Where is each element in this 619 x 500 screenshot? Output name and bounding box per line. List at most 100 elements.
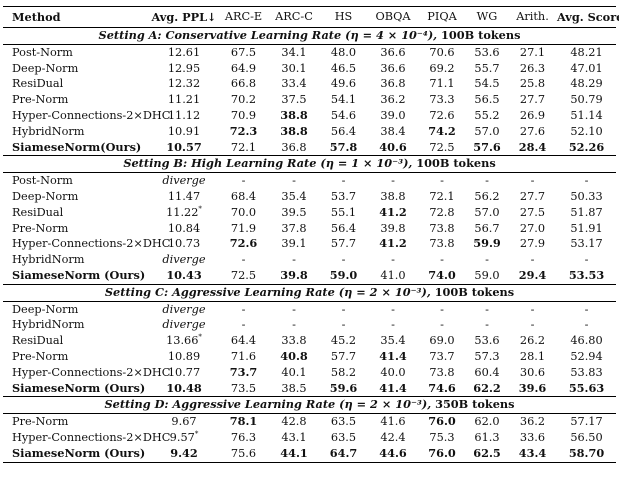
cell-value: 26.2: [519, 334, 546, 348]
cell-arith: 27.7: [508, 92, 557, 108]
cell-value: 64.7: [329, 445, 358, 460]
cell-value: 73.3: [429, 93, 455, 107]
cell-hs: 49.6: [319, 76, 368, 92]
cell-value: 74.0: [428, 267, 456, 282]
cell-wg: 57.0: [466, 205, 508, 221]
cell-value: 69.2: [429, 61, 455, 75]
cell-value: 27.7: [519, 93, 546, 107]
cell-piqa: 73.8: [418, 221, 466, 237]
cell-arc-c: -: [269, 252, 319, 268]
table-row: SiameseNorm (Ours) 9.42 75.6 44.1 64.7 44.6 76…: [3, 445, 616, 463]
cell-value: 27.0: [519, 221, 546, 235]
table-row: Deep-Norm diverge - - - - - - - -: [3, 300, 616, 318]
cell-arith: 26.3: [508, 61, 557, 77]
cell-avg-score: 53.17: [557, 236, 616, 252]
table-row: Post-Norm diverge - - - - - - - -: [3, 172, 616, 189]
cell-value: Hyper-Connections-2×DHC: [12, 430, 171, 444]
cell-value: 33.6: [519, 430, 546, 444]
cell-wg: -: [466, 172, 508, 189]
cell-arc-e: 78.1: [218, 413, 269, 430]
footnote-marker: *: [198, 205, 202, 213]
cell-value: -: [485, 174, 489, 188]
cell-value: 26.3: [519, 61, 546, 75]
cell-arc-e: 71.6: [218, 349, 269, 365]
cell-piqa: 74.6: [418, 381, 466, 397]
setting-label: Setting A: Conservative Learning Rate (η…: [3, 28, 616, 45]
cell-method: Deep-Norm: [3, 189, 150, 205]
cell-hs: -: [319, 317, 368, 333]
cell-arith: 26.9: [508, 108, 557, 124]
cell-wg: 62.2: [466, 381, 508, 397]
cell-value: -: [440, 174, 444, 188]
cell-value: 41.2: [379, 204, 407, 219]
setting-tokens: 100B tokens: [430, 284, 515, 299]
cell-arith: -: [508, 317, 557, 333]
cell-value: 52.10: [570, 124, 603, 138]
cell-hs: 57.7: [319, 349, 368, 365]
header-arc-c: ARC-C: [269, 6, 319, 28]
cell-avg-score: 52.94: [557, 349, 616, 365]
cell-value: 37.5: [281, 93, 307, 107]
table-row: Post-Norm 12.61 67.5 34.1 48.0 36.6 70.6 53.6 27…: [3, 43, 616, 61]
cell-piqa: 76.0: [418, 445, 466, 463]
cell-arc-c: -: [269, 317, 319, 333]
cell-avg-score: 50.33: [557, 189, 616, 205]
cell-arith: -: [508, 172, 557, 189]
cell-method: HybridNorm: [3, 252, 150, 268]
cell-value: 27.6: [519, 124, 546, 138]
cell-value: 62.2: [473, 380, 501, 395]
header-arc-e: ARC-E: [218, 6, 269, 28]
cell-hs: 64.7: [319, 445, 368, 463]
table-row: SiameseNorm(Ours) 10.57 72.1 36.8 57.8 40.6 72…: [3, 140, 616, 156]
cell-arc-e: -: [218, 252, 269, 268]
cell-value: 56.4: [330, 124, 357, 138]
cell-arc-e: 71.9: [218, 221, 269, 237]
cell-arc-e: 67.5: [218, 43, 269, 61]
cell-value: 52.94: [570, 349, 603, 363]
cell-obqa: 35.4: [368, 333, 418, 349]
cell-obqa: 41.4: [368, 349, 418, 365]
header-row: Method Avg. PPL↓ ARC-E ARC-C HS OBQA PIQ…: [3, 6, 619, 28]
cell-piqa: 69.0: [418, 333, 466, 349]
cell-hs: 54.6: [319, 108, 368, 124]
table-body: Setting A: Conservative Learning Rate (η…: [3, 28, 616, 463]
table-row: Hyper-Connections-2×DHC 11.12 70.9 38.8 54.6…: [3, 108, 616, 124]
cell-value: 55.2: [474, 108, 500, 122]
cell-value: 57.17: [570, 415, 603, 429]
setting-title: Setting A: Conservative Learning Rate (η…: [98, 28, 438, 42]
cell-value: 56.5: [474, 93, 500, 107]
cell-arc-c: 30.1: [269, 61, 319, 77]
table-row: HybridNorm diverge - - - - - - - -: [3, 252, 616, 268]
cell-value: 71.6: [230, 349, 257, 363]
cell-arith: 29.4: [508, 268, 557, 284]
cell-wg: 56.5: [466, 92, 508, 108]
cell-value: 41.4: [379, 380, 407, 395]
cell-arith: 43.4: [508, 445, 557, 463]
cell-value: -: [341, 302, 346, 316]
cell-hs: 57.7: [319, 236, 368, 252]
cell-value: 58.70: [568, 445, 605, 460]
cell-avg-ppl: 11.22*: [150, 205, 218, 221]
cell-value: 49.6: [330, 77, 357, 91]
cell-value: 59.0: [329, 267, 358, 282]
cell-value: -: [241, 174, 246, 188]
cell-piqa: -: [418, 252, 466, 268]
cell-avg-ppl: diverge: [150, 172, 218, 189]
cell-obqa: 39.0: [368, 108, 418, 124]
cell-arith: 33.6: [508, 430, 557, 446]
cell-arc-c: 33.4: [269, 76, 319, 92]
cell-avg-ppl: 11.47: [150, 189, 218, 205]
cell-piqa: 72.8: [418, 205, 466, 221]
cell-value: 74.6: [428, 380, 456, 395]
cell-avg-score: 58.70: [557, 445, 616, 463]
header-arith: Arith.: [508, 6, 557, 28]
cell-value: 72.1: [230, 140, 257, 154]
cell-value: 36.8: [380, 77, 406, 91]
setting-label: Setting C: Aggressive Learning Rate (η =…: [3, 283, 616, 302]
cell-value: 71.9: [230, 221, 257, 235]
cell-value: 72.6: [229, 236, 258, 251]
cell-piqa: 73.8: [418, 236, 466, 252]
cell-value: 44.6: [379, 445, 407, 460]
cell-arc-c: 38.8: [269, 108, 319, 124]
cell-value: 56.7: [474, 221, 500, 235]
